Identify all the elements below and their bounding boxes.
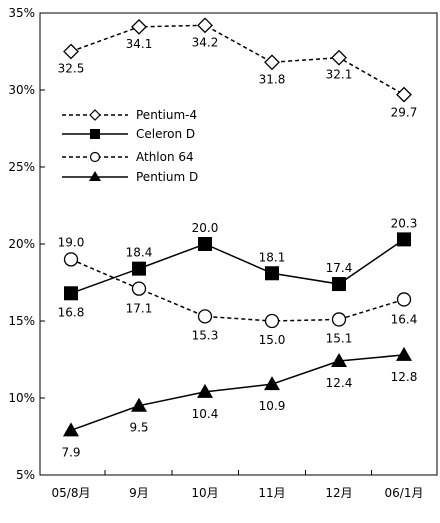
data-point-celeron-d (332, 277, 346, 292)
data-point-pentium-4 (131, 18, 147, 35)
legend-marker-athlon-64 (89, 151, 101, 163)
data-label-pentium-4: 34.2 (192, 35, 219, 49)
legend-marker-celeron-d (90, 129, 100, 139)
legend-label-athlon-64: Athlon 64 (136, 150, 194, 164)
series-line-athlon-64 (70, 258, 405, 322)
plot-frame (39, 12, 438, 476)
data-labels: 32.5 34.1 34.2 31.8 32.1 29.7 16.8 18.4 20.0 18.1… (58, 35, 418, 459)
data-label-athlon-64: 16.4 (391, 312, 418, 326)
series-layer (63, 17, 412, 437)
y-tick-label: 15% (8, 314, 35, 328)
data-point-athlon-64 (197, 309, 213, 324)
data-point-celeron-d (64, 286, 78, 301)
data-label-celeron-d: 17.4 (326, 261, 353, 275)
series-pentium-4 (63, 17, 412, 103)
data-point-pentium-4 (197, 17, 213, 34)
y-tick-label: 25% (8, 160, 35, 174)
data-label-pentium-d: 7.9 (61, 445, 80, 459)
data-point-celeron-d (397, 232, 411, 247)
data-point-athlon-64 (131, 281, 147, 296)
data-label-athlon-64: 15.1 (326, 331, 353, 345)
data-point-celeron-d (132, 261, 146, 276)
data-point-pentium-4 (396, 86, 412, 103)
legend-marker-pentium-4 (89, 109, 101, 121)
data-point-pentium-d (131, 397, 147, 412)
data-point-pentium-d (264, 376, 280, 391)
data-label-pentium-d: 12.4 (326, 376, 353, 390)
x-tick-label: 11月 (258, 486, 285, 500)
x-tick-label: 06/1月 (385, 486, 424, 500)
data-label-pentium-d: 10.9 (259, 399, 286, 413)
data-point-athlon-64 (63, 252, 79, 267)
series-athlon-64 (63, 252, 412, 329)
data-label-athlon-64: 15.0 (259, 333, 286, 347)
data-label-pentium-4: 32.1 (326, 68, 353, 82)
data-point-pentium-d (63, 422, 79, 437)
data-point-pentium-4 (331, 49, 347, 66)
axes: 5% 10% 15% 20% 25% 30% 35% 05/8月 9月 10月 11月 12月 06/1… (8, 6, 438, 500)
data-point-celeron-d (198, 237, 212, 251)
data-label-celeron-d: 20.0 (192, 221, 219, 235)
data-label-celeron-d: 20.3 (391, 216, 418, 230)
x-tick-label: 10月 (191, 486, 218, 500)
data-label-celeron-d: 18.4 (126, 246, 153, 260)
x-tick-label: 9月 (129, 486, 149, 500)
data-point-pentium-4 (63, 43, 79, 60)
legend-label-pentium-4: Pentium-4 (136, 108, 197, 122)
y-tick-label: 30% (8, 83, 35, 97)
legend-label-celeron-d: Celeron D (136, 127, 195, 141)
series-line-celeron-d (70, 238, 405, 294)
series-line-pentium-4 (70, 24, 405, 96)
series-line-pentium-d (70, 354, 405, 432)
data-label-pentium-d: 10.4 (192, 407, 219, 421)
x-tick-label: 05/8月 (52, 486, 91, 500)
data-point-athlon-64 (331, 312, 347, 327)
data-label-athlon-64: 19.0 (58, 235, 85, 249)
legend-label-pentium-d: Pentium D (136, 170, 198, 184)
data-label-pentium-d: 9.5 (129, 421, 148, 435)
data-label-pentium-4: 31.8 (259, 72, 286, 86)
data-label-celeron-d: 18.1 (259, 250, 286, 264)
x-tick-label: 12月 (325, 486, 352, 500)
data-point-pentium-d (331, 353, 347, 368)
data-point-celeron-d (265, 266, 279, 281)
data-point-pentium-d (396, 346, 412, 361)
data-point-pentium-d (197, 383, 213, 398)
legend: Pentium-4 Celeron D Athlon 64 Pentium D (62, 108, 198, 184)
legend-marker-pentium-d (89, 171, 101, 181)
data-point-pentium-4 (264, 54, 280, 71)
data-label-pentium-4: 32.5 (58, 62, 85, 76)
data-point-athlon-64 (264, 313, 280, 329)
series-celeron-d (64, 232, 411, 301)
y-tick-label: 35% (8, 6, 35, 20)
data-point-athlon-64 (396, 292, 412, 307)
series-pentium-d (63, 346, 412, 437)
data-label-athlon-64: 17.1 (126, 302, 153, 316)
y-tick-label: 20% (8, 237, 35, 251)
y-tick-label: 5% (16, 468, 35, 482)
y-tick-label: 10% (8, 391, 35, 405)
data-label-celeron-d: 16.8 (58, 305, 85, 319)
data-label-pentium-4: 34.1 (126, 37, 153, 51)
data-label-pentium-d: 12.8 (391, 370, 418, 384)
data-label-pentium-4: 29.7 (391, 106, 418, 120)
data-label-athlon-64: 15.3 (192, 328, 219, 342)
